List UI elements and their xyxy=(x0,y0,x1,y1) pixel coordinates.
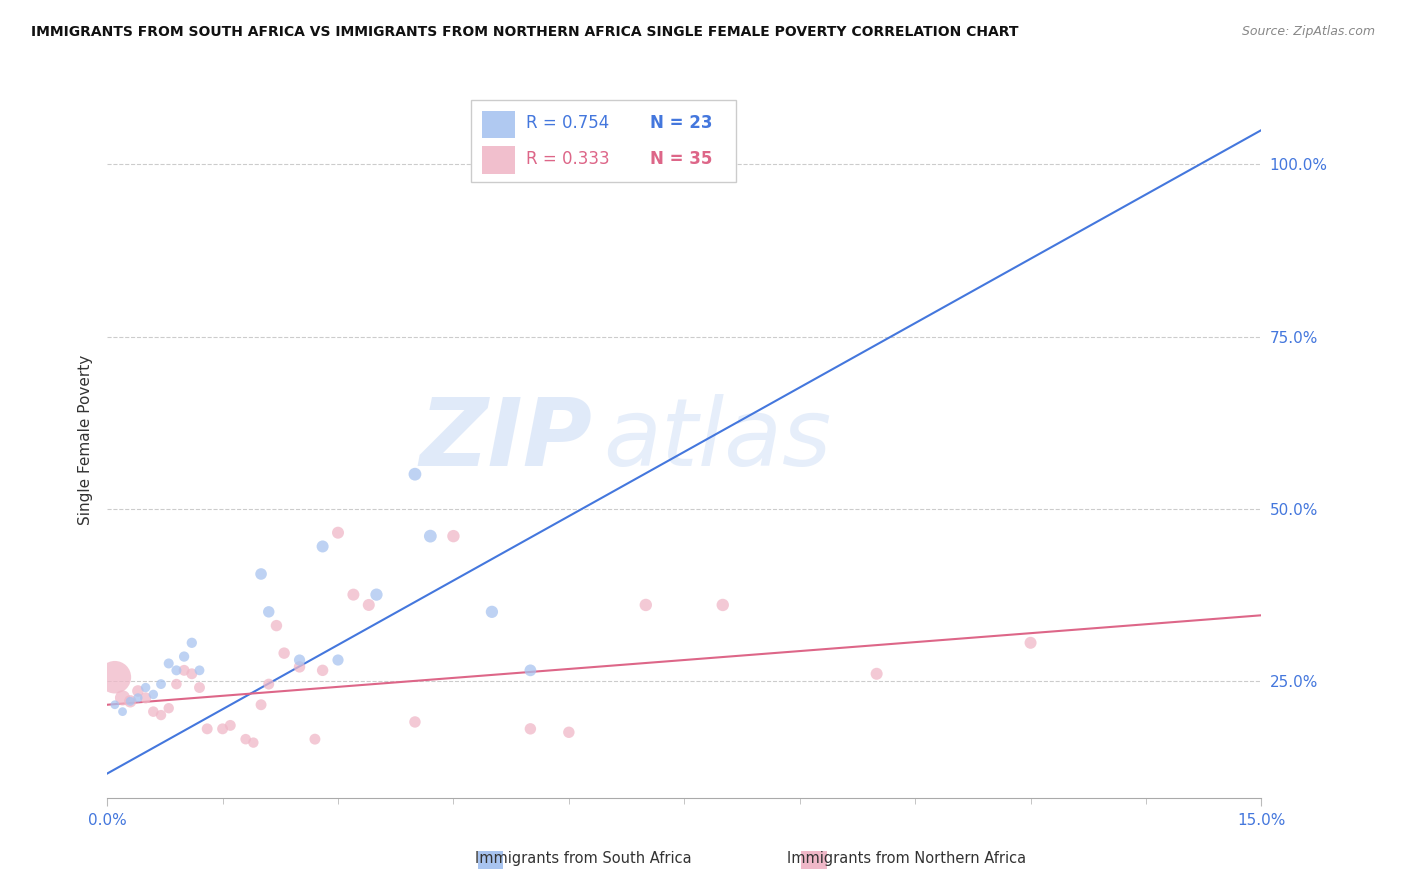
Point xyxy=(120,694,142,708)
Point xyxy=(165,664,187,678)
Point xyxy=(634,598,657,612)
Point xyxy=(242,736,264,750)
Text: R = 0.754: R = 0.754 xyxy=(526,114,609,132)
Text: Immigrants from Northern Africa: Immigrants from Northern Africa xyxy=(787,851,1026,865)
Point xyxy=(142,705,165,719)
Point xyxy=(219,718,242,732)
Point xyxy=(866,666,889,681)
Text: atlas: atlas xyxy=(603,394,832,485)
Text: N = 23: N = 23 xyxy=(650,114,713,132)
Point xyxy=(173,649,195,664)
Point xyxy=(326,525,349,540)
Point xyxy=(342,588,364,602)
Text: Immigrants from South Africa: Immigrants from South Africa xyxy=(475,851,692,865)
Point xyxy=(1019,636,1042,650)
Point xyxy=(304,732,326,747)
Point xyxy=(111,705,134,719)
Point xyxy=(711,598,734,612)
Point xyxy=(104,698,127,712)
Text: ZIP: ZIP xyxy=(419,393,592,486)
Point xyxy=(188,664,211,678)
Point xyxy=(180,666,202,681)
Point xyxy=(481,605,503,619)
Point xyxy=(288,660,311,674)
Point xyxy=(634,164,657,178)
Text: IMMIGRANTS FROM SOUTH AFRICA VS IMMIGRANTS FROM NORTHERN AFRICA SINGLE FEMALE PO: IMMIGRANTS FROM SOUTH AFRICA VS IMMIGRAN… xyxy=(31,25,1018,39)
Point xyxy=(257,677,280,691)
Point xyxy=(266,618,288,632)
Point xyxy=(519,664,541,678)
Point xyxy=(135,690,157,705)
Point xyxy=(558,725,581,739)
Point xyxy=(127,684,149,698)
Point xyxy=(235,732,257,747)
Point xyxy=(111,690,134,705)
Point xyxy=(311,540,333,554)
Point xyxy=(288,653,311,667)
Point xyxy=(250,698,273,712)
Point xyxy=(257,605,280,619)
Point xyxy=(357,598,380,612)
Point xyxy=(157,701,180,715)
Point xyxy=(165,677,187,691)
Point xyxy=(366,588,388,602)
Text: Source: ZipAtlas.com: Source: ZipAtlas.com xyxy=(1241,25,1375,38)
Point xyxy=(404,714,426,729)
Point xyxy=(441,529,464,543)
Point xyxy=(150,708,173,723)
Text: N = 35: N = 35 xyxy=(650,150,711,169)
Point xyxy=(150,677,173,691)
Point xyxy=(120,694,142,708)
Bar xyxy=(482,111,515,137)
Point xyxy=(519,722,541,736)
Bar xyxy=(482,146,515,174)
Point xyxy=(195,722,218,736)
Point xyxy=(173,664,195,678)
Point xyxy=(273,646,295,660)
Y-axis label: Single Female Poverty: Single Female Poverty xyxy=(79,355,93,524)
Point xyxy=(326,653,349,667)
Point xyxy=(311,664,333,678)
Point xyxy=(142,688,165,702)
Point xyxy=(157,657,180,671)
Point xyxy=(180,636,202,650)
Point xyxy=(211,722,233,736)
Point xyxy=(188,681,211,695)
Point xyxy=(127,690,149,705)
Point xyxy=(135,681,157,695)
FancyBboxPatch shape xyxy=(471,100,737,182)
Point xyxy=(419,529,441,543)
Point xyxy=(104,670,127,684)
Point xyxy=(250,566,273,581)
Point xyxy=(404,467,426,482)
Text: R = 0.333: R = 0.333 xyxy=(526,150,610,169)
